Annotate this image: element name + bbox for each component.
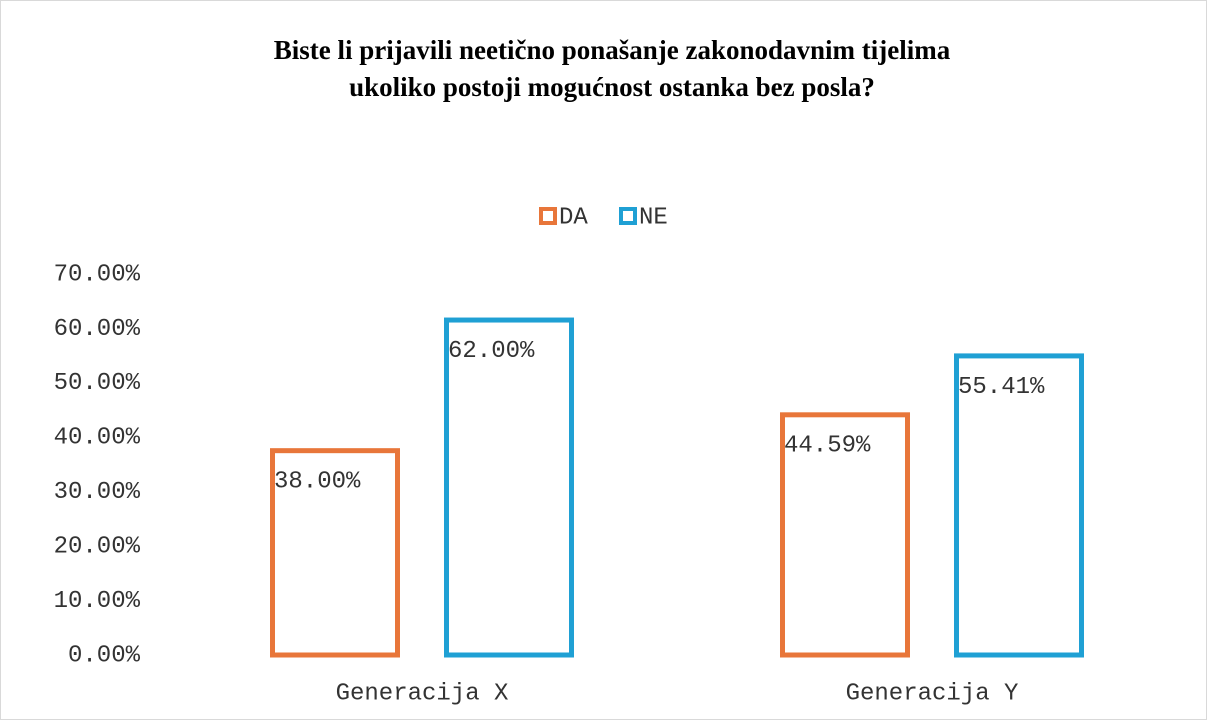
bar: [270, 448, 400, 658]
y-tick-label: 30.00%: [54, 479, 141, 506]
y-tick-label: 20.00%: [54, 533, 141, 560]
data-label: 44.59%: [784, 433, 871, 460]
y-tick-label: 0.00%: [68, 642, 141, 669]
chart-title: ukoliko postoji mogućnost ostanka bez po…: [349, 72, 875, 102]
x-tick-label: Generacija Y: [846, 680, 1019, 707]
y-tick-label: 10.00%: [54, 588, 141, 615]
y-tick-label: 60.00%: [54, 316, 141, 343]
bar: [444, 317, 574, 658]
legend-label: NE: [639, 204, 668, 231]
y-tick-label: 40.00%: [54, 425, 141, 452]
bar: [780, 412, 910, 658]
chart-title: Biste li prijavili neetično ponašanje za…: [274, 35, 951, 65]
x-tick-label: Generacija X: [336, 680, 509, 707]
data-label: 62.00%: [448, 338, 535, 365]
legend-label: DA: [559, 204, 588, 231]
bar: [954, 353, 1084, 658]
y-tick-label: 50.00%: [54, 370, 141, 397]
legend-swatch: [619, 207, 637, 225]
data-label: 38.00%: [274, 469, 361, 496]
legend-swatch: [539, 207, 557, 225]
data-label: 55.41%: [958, 374, 1045, 401]
y-tick-label: 70.00%: [54, 261, 141, 288]
